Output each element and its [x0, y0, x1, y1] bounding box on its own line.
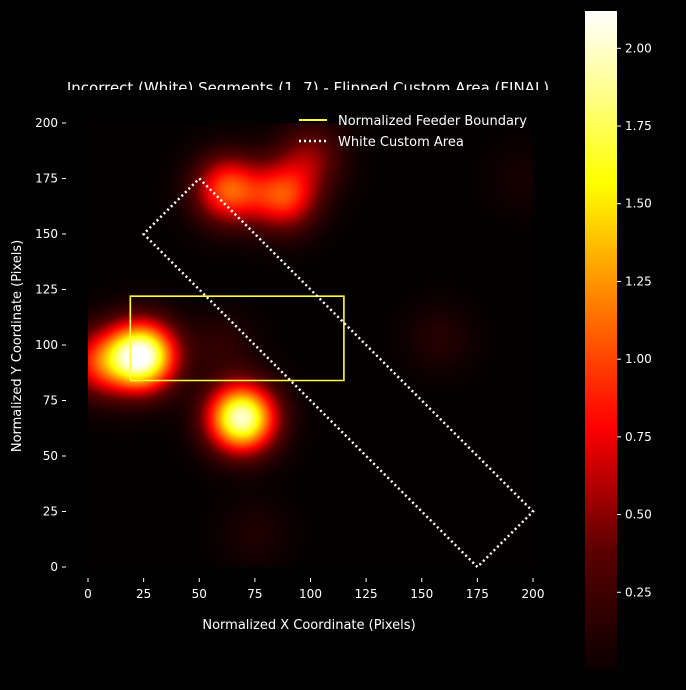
- colorbar-tick-label: 1.00: [625, 352, 652, 366]
- legend: Normalized Feeder Boundary White Custom …: [299, 114, 527, 150]
- colorbar-tick-label: 1.50: [625, 197, 652, 211]
- feeder-boundary-line: [129, 295, 345, 382]
- colorbar-tick-label: 1.25: [625, 274, 652, 288]
- colorbar-tick-label: 2.00: [625, 41, 652, 55]
- y-tick-label: 100: [35, 338, 58, 352]
- y-tick-label: 75: [43, 394, 58, 408]
- heatmap-layer: [88, 123, 533, 567]
- colorbar-tick-label: 1.75: [625, 119, 652, 133]
- x-tick-label: 125: [355, 587, 378, 601]
- y-tick-label: 50: [43, 449, 58, 463]
- x-tick-label: 150: [410, 587, 433, 601]
- colorbar-tick-label: 0.50: [625, 508, 652, 522]
- y-tick-label: 200: [35, 116, 58, 130]
- colorbar-gradient: [585, 11, 617, 670]
- colorbar-ticks: 0.25 0.50 0.75 1.00 1.25 1.50 1.75 2.00: [617, 41, 652, 599]
- legend-label-feeder: Normalized Feeder Boundary: [338, 114, 527, 129]
- colorbar-tick-label: 0.75: [625, 430, 652, 444]
- y-tick-label: 125: [35, 283, 58, 297]
- y-tick-label: 0: [50, 560, 58, 574]
- y-tick-label: 25: [43, 505, 58, 519]
- y-axis: 0 25 50 75 100 125 150 175 200: [35, 116, 66, 574]
- y-axis-label: Normalized Y Coordinate (Pixels): [10, 240, 25, 452]
- x-axis-label: Normalized X Coordinate (Pixels): [202, 618, 415, 633]
- series-layer: [129, 177, 535, 569]
- x-tick-label: 25: [136, 587, 151, 601]
- y-tick-label: 150: [35, 227, 58, 241]
- y-tick-label: 175: [35, 172, 58, 186]
- x-tick-label: 200: [522, 587, 545, 601]
- plot-area: [66, 90, 553, 578]
- x-tick-label: 100: [299, 587, 322, 601]
- colorbar-tick-label: 0.25: [625, 585, 652, 599]
- heatmap-canvas: [88, 123, 533, 567]
- x-tick-label: 0: [84, 587, 92, 601]
- x-tick-label: 75: [247, 587, 262, 601]
- colorbar: 0.25 0.50 0.75 1.00 1.25 1.50 1.75 2.00: [585, 11, 652, 670]
- legend-label-custom-area: White Custom Area: [338, 135, 464, 150]
- x-tick-label: 50: [192, 587, 207, 601]
- x-tick-label: 175: [466, 587, 489, 601]
- x-axis: 0 25 50 75 100 125 150 175 200: [84, 578, 544, 601]
